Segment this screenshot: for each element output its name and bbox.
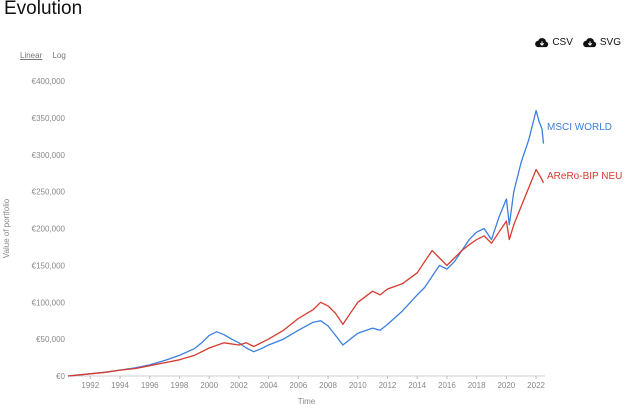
x-tick-label: 1994 — [111, 381, 129, 390]
x-tick-label: 2016 — [438, 381, 456, 390]
download-bar: CSV SVG — [535, 37, 621, 48]
download-csv-label: CSV — [552, 37, 573, 48]
y-tick-label: €250,000 — [32, 188, 66, 197]
chart-series: MSCI WORLD AReRo-BIP NEU — [67, 109, 622, 377]
y-tick-label: €300,000 — [32, 151, 66, 160]
x-tick-label: 2014 — [408, 381, 426, 390]
x-tick-label: 2022 — [527, 381, 545, 390]
x-tick-label: 2004 — [260, 381, 278, 390]
series-label-1: AReRo-BIP NEU — [547, 171, 622, 182]
x-tick-label: 1998 — [171, 381, 189, 390]
y-tick-label: €50,000 — [36, 335, 65, 344]
download-svg-button[interactable]: SVG — [583, 37, 621, 48]
x-tick-label: 2010 — [349, 381, 367, 390]
series-line-0 — [67, 109, 545, 377]
cloud-download-icon — [583, 38, 596, 48]
x-tick-label: 2006 — [289, 381, 307, 390]
x-tick-label: 2002 — [230, 381, 248, 390]
y-tick-label: €150,000 — [32, 261, 66, 270]
scale-toggle: Linear Log — [20, 51, 74, 60]
x-tick-label: 1992 — [81, 381, 99, 390]
x-tick-label: 1996 — [141, 381, 159, 390]
y-tick-label: €400,000 — [32, 77, 66, 86]
x-tick-label: 2012 — [379, 381, 397, 390]
download-csv-button[interactable]: CSV — [535, 37, 573, 48]
x-tick-label: 2018 — [468, 381, 486, 390]
series-label-0: MSCI WORLD — [547, 122, 612, 133]
page-title: Evolution — [4, 0, 83, 19]
x-tick-label: 2008 — [319, 381, 337, 390]
linear-scale-button[interactable]: Linear — [20, 51, 43, 60]
cloud-download-icon — [535, 38, 549, 48]
y-tick-label: €0 — [56, 372, 65, 381]
x-tick-label: 2000 — [200, 381, 218, 390]
y-tick-label: €350,000 — [32, 114, 66, 123]
series-line-1 — [67, 168, 545, 377]
y-axis-title: Value of portfolio — [2, 198, 11, 258]
x-tick-label: 2020 — [497, 381, 515, 390]
chart-axes: €0 €50,000 €100,000 €150,000 €200,000 €250,00… — [2, 77, 546, 406]
x-axis-title: Time — [298, 397, 316, 406]
download-svg-label: SVG — [599, 37, 621, 48]
log-scale-button[interactable]: Log — [52, 51, 66, 60]
y-tick-label: €100,000 — [32, 298, 66, 307]
y-tick-label: €200,000 — [32, 225, 66, 234]
